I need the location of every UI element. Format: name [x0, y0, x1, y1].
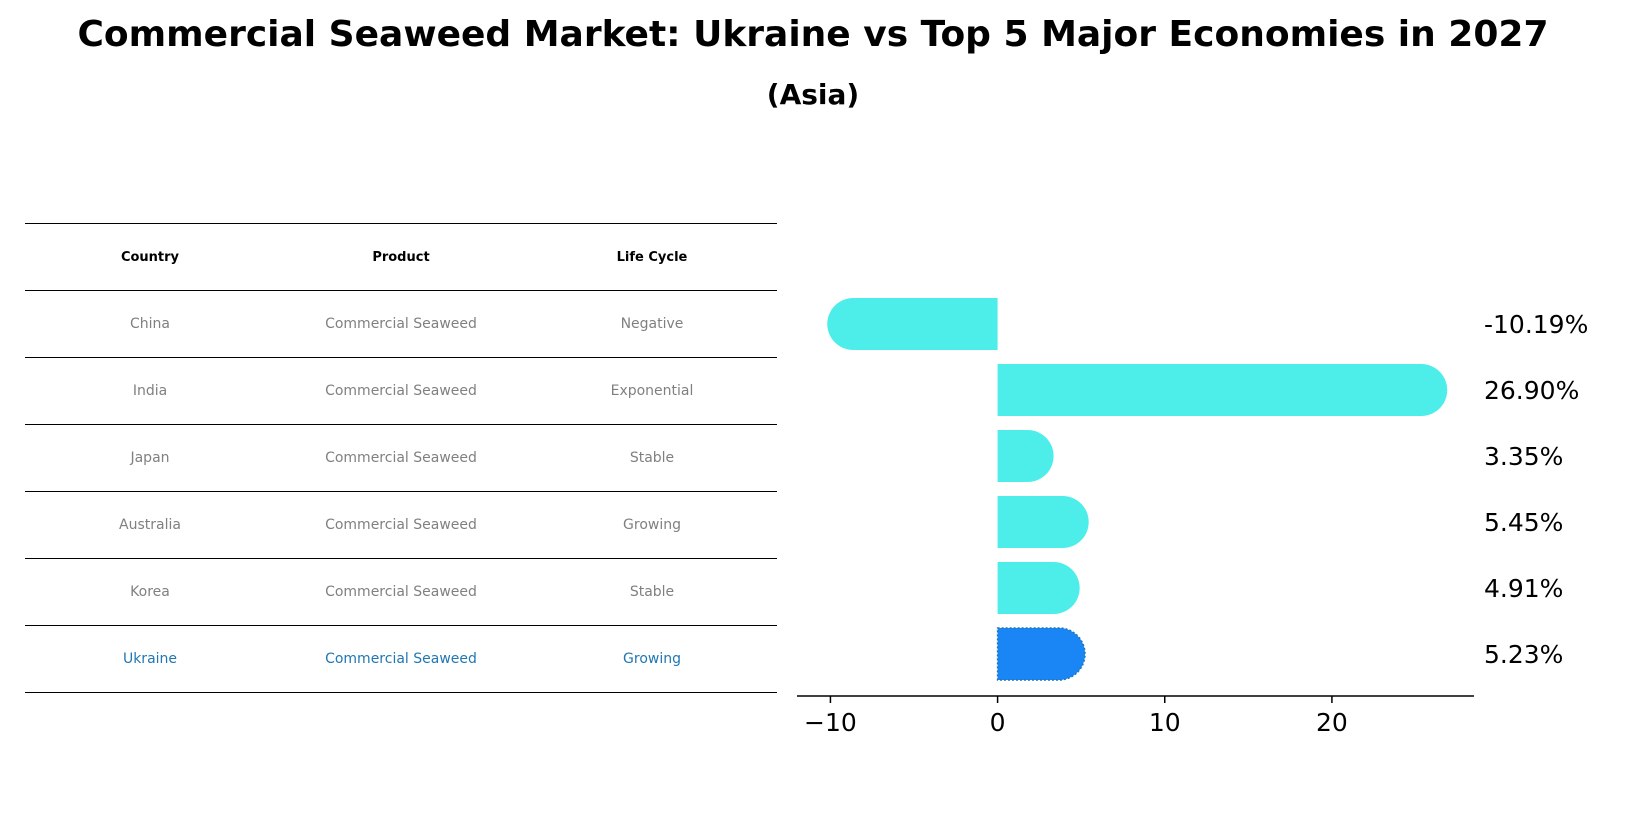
bar-value-label: 5.23%	[1484, 640, 1563, 669]
table-cell-life-cycle: Stable	[629, 584, 675, 600]
table-row: Japan Commercial Seaweed Stable	[25, 424, 777, 491]
table-header-row: Country Product Life Cycle	[25, 223, 777, 290]
bar	[997, 430, 1054, 482]
table-row-highlighted: Ukraine Commercial Seaweed Growing	[25, 625, 777, 693]
bar	[996, 627, 1086, 681]
table-cell-life-cycle: Negative	[620, 316, 684, 332]
bar	[997, 496, 1089, 548]
table-cell-country: Korea	[130, 584, 170, 600]
table-row: China Commercial Seaweed Negative	[25, 290, 777, 357]
x-axis-tick-label: 0	[990, 708, 1006, 737]
table-cell-product: Commercial Seaweed	[325, 517, 477, 533]
x-axis-tick-label: 20	[1316, 708, 1348, 737]
table-cell-country: Japan	[130, 450, 170, 466]
chart-title: Commercial Seaweed Market: Ukraine vs To…	[77, 14, 1549, 55]
table-cell-product: Commercial Seaweed	[325, 450, 477, 466]
table-row: Australia Commercial Seaweed Growing	[25, 491, 777, 558]
table-cell-life-cycle: Growing	[623, 517, 681, 533]
table-cell-life-cycle: Exponential	[610, 383, 694, 399]
column-header-life-cycle: Life Cycle	[616, 249, 688, 265]
table-cell-country: Australia	[119, 517, 181, 533]
table-cell-country: Ukraine	[122, 651, 178, 667]
table-row: Korea Commercial Seaweed Stable	[25, 558, 777, 625]
table-cell-country: India	[132, 383, 168, 399]
table-cell-life-cycle: Growing	[623, 651, 681, 667]
table-cell-country: China	[130, 316, 170, 332]
bar	[997, 364, 1448, 416]
table-cell-product: Commercial Seaweed	[325, 383, 477, 399]
bar	[827, 298, 998, 350]
column-header-country: Country	[120, 249, 180, 265]
chart-subtitle: (Asia)	[766, 78, 860, 111]
x-axis-tick-label: −10	[804, 708, 857, 737]
column-header-product: Product	[372, 249, 430, 265]
table-cell-product: Commercial Seaweed	[325, 651, 477, 667]
bar-value-label: 4.91%	[1484, 574, 1563, 603]
bar-value-label: 5.45%	[1484, 508, 1563, 537]
data-table: Country Product Life Cycle China Commerc…	[25, 223, 777, 693]
table-row: India Commercial Seaweed Exponential	[25, 357, 777, 424]
bar-value-label: 26.90%	[1484, 376, 1579, 405]
x-axis-tick-label: 10	[1149, 708, 1181, 737]
bar	[997, 562, 1080, 614]
table-cell-product: Commercial Seaweed	[325, 316, 477, 332]
bar-value-label: -10.19%	[1484, 310, 1588, 339]
table-cell-product: Commercial Seaweed	[325, 584, 477, 600]
table-cell-life-cycle: Stable	[629, 450, 675, 466]
bar-value-label: 3.35%	[1484, 442, 1563, 471]
